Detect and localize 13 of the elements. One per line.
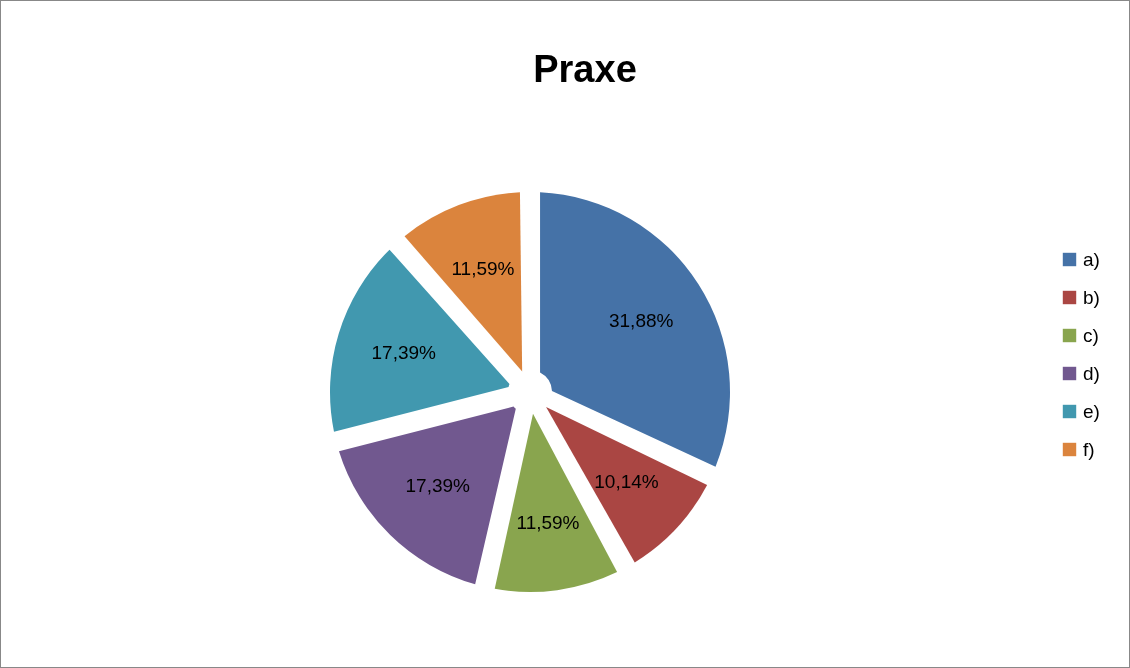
- chart-title: Praxe: [533, 48, 637, 90]
- legend-label: e): [1083, 400, 1100, 422]
- data-label: 17,39%: [371, 342, 437, 364]
- legend-label: c): [1083, 324, 1099, 346]
- legend-label: d): [1083, 362, 1100, 384]
- legend-label: f): [1083, 438, 1095, 460]
- legend-label: b): [1083, 286, 1100, 308]
- legend-label: a): [1083, 248, 1100, 270]
- data-label: 11,59%: [451, 257, 515, 279]
- data-label: 17,39%: [405, 475, 471, 497]
- data-label: 31,88%: [608, 309, 674, 331]
- data-label: 10,14%: [594, 471, 659, 493]
- data-label: 11,59%: [516, 511, 580, 533]
